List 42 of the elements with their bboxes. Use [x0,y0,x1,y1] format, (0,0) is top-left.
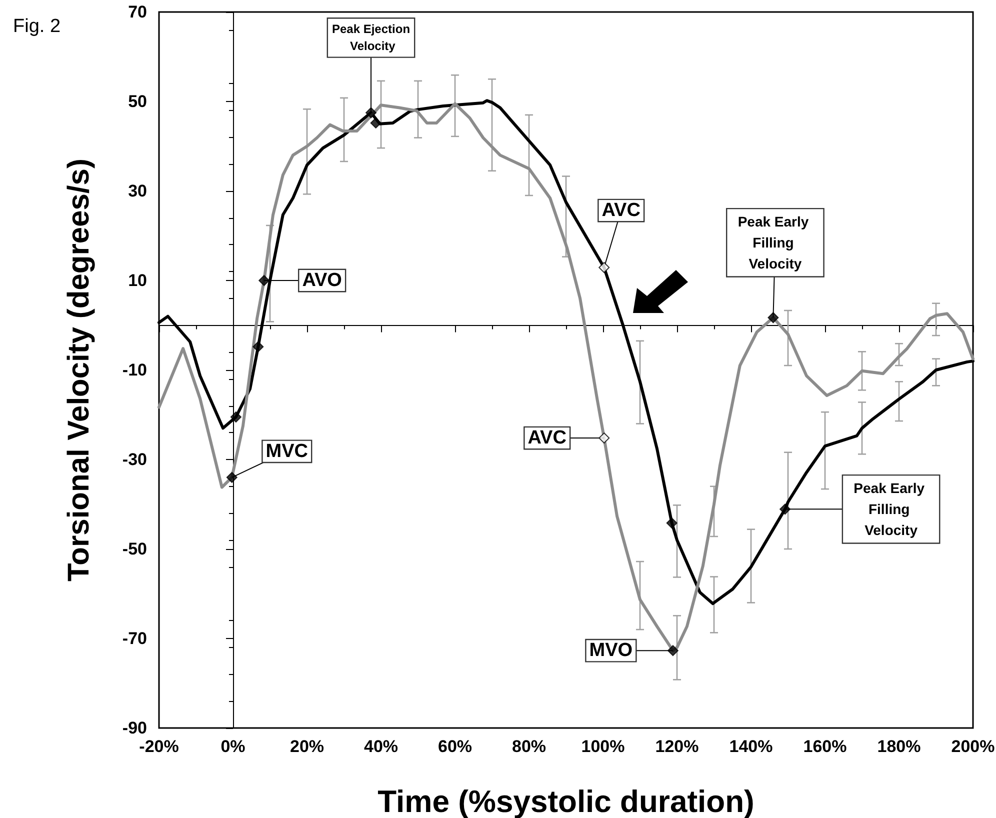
y-tick-label: 30 [128,182,147,200]
point [780,504,791,515]
annotation: Peak Ejection Velocity [332,22,410,54]
point [666,518,678,529]
y-tick-label: 70 [128,2,147,22]
y-tick-label: -30 [122,450,147,469]
x-tick-label: -20% [139,737,179,756]
point [252,341,264,352]
annotation: MVO [589,640,633,662]
y-tick-label: 10 [128,271,147,290]
annotation: AVC [528,428,567,449]
x-tick-label: 60% [438,737,472,756]
x-tick-label: 20% [290,737,324,756]
annotation: Peak Early Filling Velocity [738,214,813,272]
annotation: Peak Early Filling Velocity [854,480,928,538]
point [226,472,238,483]
point [230,411,242,422]
point [598,432,610,444]
annotation: AVC [602,200,641,222]
y-tick-label: -50 [122,540,147,558]
chart-title: Fig. 2 [13,16,61,37]
x-tick-label: 80% [512,737,546,756]
x-tick-label: 160% [803,737,847,756]
y-tick-label: -10 [122,360,147,380]
y-tick-label: -90 [122,718,147,738]
y-axis-title: Torsional Velocity (degrees/s) [62,158,96,582]
x-tick-label: 180% [877,737,921,756]
point [667,645,678,656]
point [598,262,610,274]
annotation: AVO [302,270,342,291]
x-tick-label: 0% [220,737,246,756]
point [366,107,377,118]
point [258,275,270,286]
annotation: MVC [266,440,308,462]
x-tick-label: 120% [655,737,699,756]
x-tick-label: 140% [729,737,773,756]
y-tick-label: -70 [122,629,147,648]
x-tick-label: 40% [364,737,398,756]
x-tick-label: 200% [951,737,995,756]
y-tick-label: 50 [128,92,147,111]
x-tick-label: 100% [581,737,625,756]
point [768,312,779,324]
